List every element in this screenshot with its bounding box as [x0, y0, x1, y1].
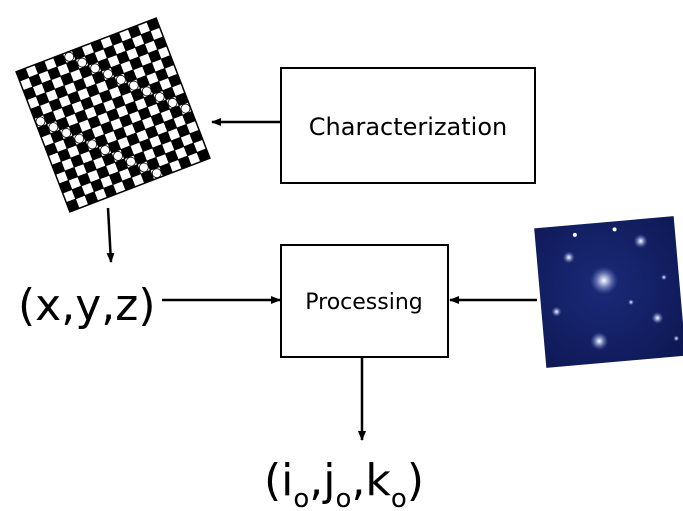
diagram: Characterization Processing (x,y,z) (io,… — [0, 0, 683, 511]
star-image — [534, 216, 683, 368]
arrow — [108, 208, 111, 262]
output-part: ,k — [351, 455, 391, 506]
input-label: (x,y,z) — [18, 280, 155, 331]
box-label: Processing — [305, 290, 422, 315]
output-part: (i — [264, 455, 293, 506]
output-subscript: o — [293, 484, 309, 511]
output-subscript: o — [391, 484, 407, 511]
output-label: (io,jo,ko) — [264, 455, 424, 511]
checkerboard — [16, 18, 210, 212]
box-label: Characterization — [309, 113, 507, 141]
output-part: ) — [407, 455, 424, 506]
output-subscript: o — [336, 484, 352, 511]
output-part: ,j — [309, 455, 335, 506]
